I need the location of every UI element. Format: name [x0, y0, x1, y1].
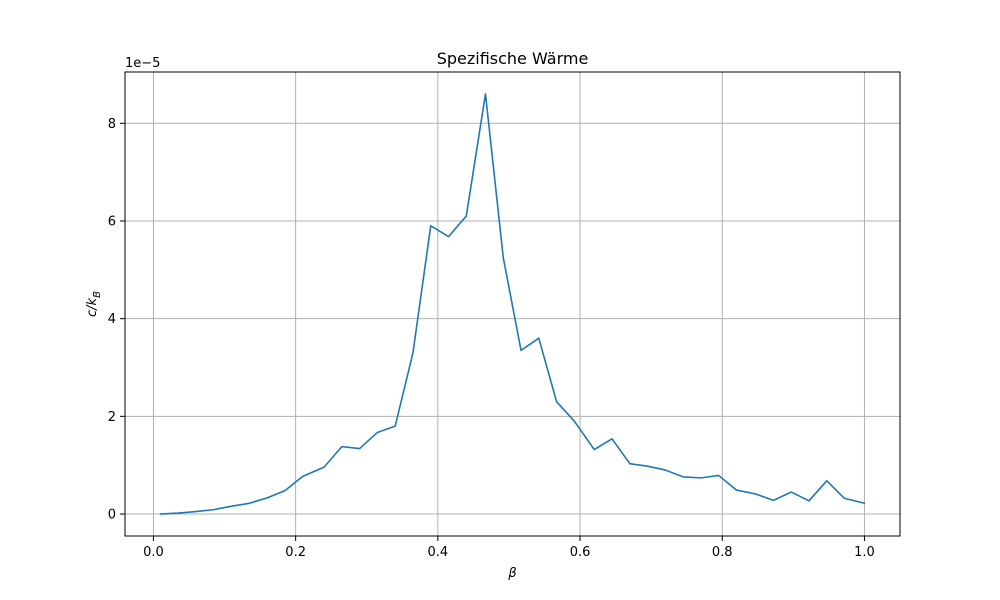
x-tick-label: 0.4 [428, 545, 449, 560]
x-tick-label: 0.0 [143, 545, 164, 560]
x-tick-label: 0.2 [285, 545, 306, 560]
y-tick-label: 8 [108, 117, 116, 132]
chart-title: Spezifische Wärme [437, 49, 589, 68]
y-tick-label: 4 [108, 312, 116, 327]
y-tick-label: 6 [108, 214, 116, 229]
x-tick-label: 0.8 [712, 545, 733, 560]
tick-layer: 0.0 0.2 0.4 0.6 0.8 1.0 0 2 4 6 8 [108, 117, 875, 560]
x-tick-label: 0.6 [570, 545, 591, 560]
y-tick-label: 2 [108, 410, 116, 425]
y-axis-label: c/kB [85, 291, 103, 317]
y-axis-label-sub: B [92, 291, 103, 298]
x-axis-label: β [507, 566, 516, 581]
plot-frame [124, 71, 901, 537]
series-line [159, 93, 866, 515]
x-tick-label: 1.0 [854, 545, 875, 560]
y-offset-label: 1e−5 [125, 56, 160, 71]
y-tick-label: 0 [108, 508, 116, 523]
series-layer [159, 93, 866, 515]
y-axis-label-main: c/k [85, 297, 100, 317]
grid-layer [125, 72, 900, 536]
